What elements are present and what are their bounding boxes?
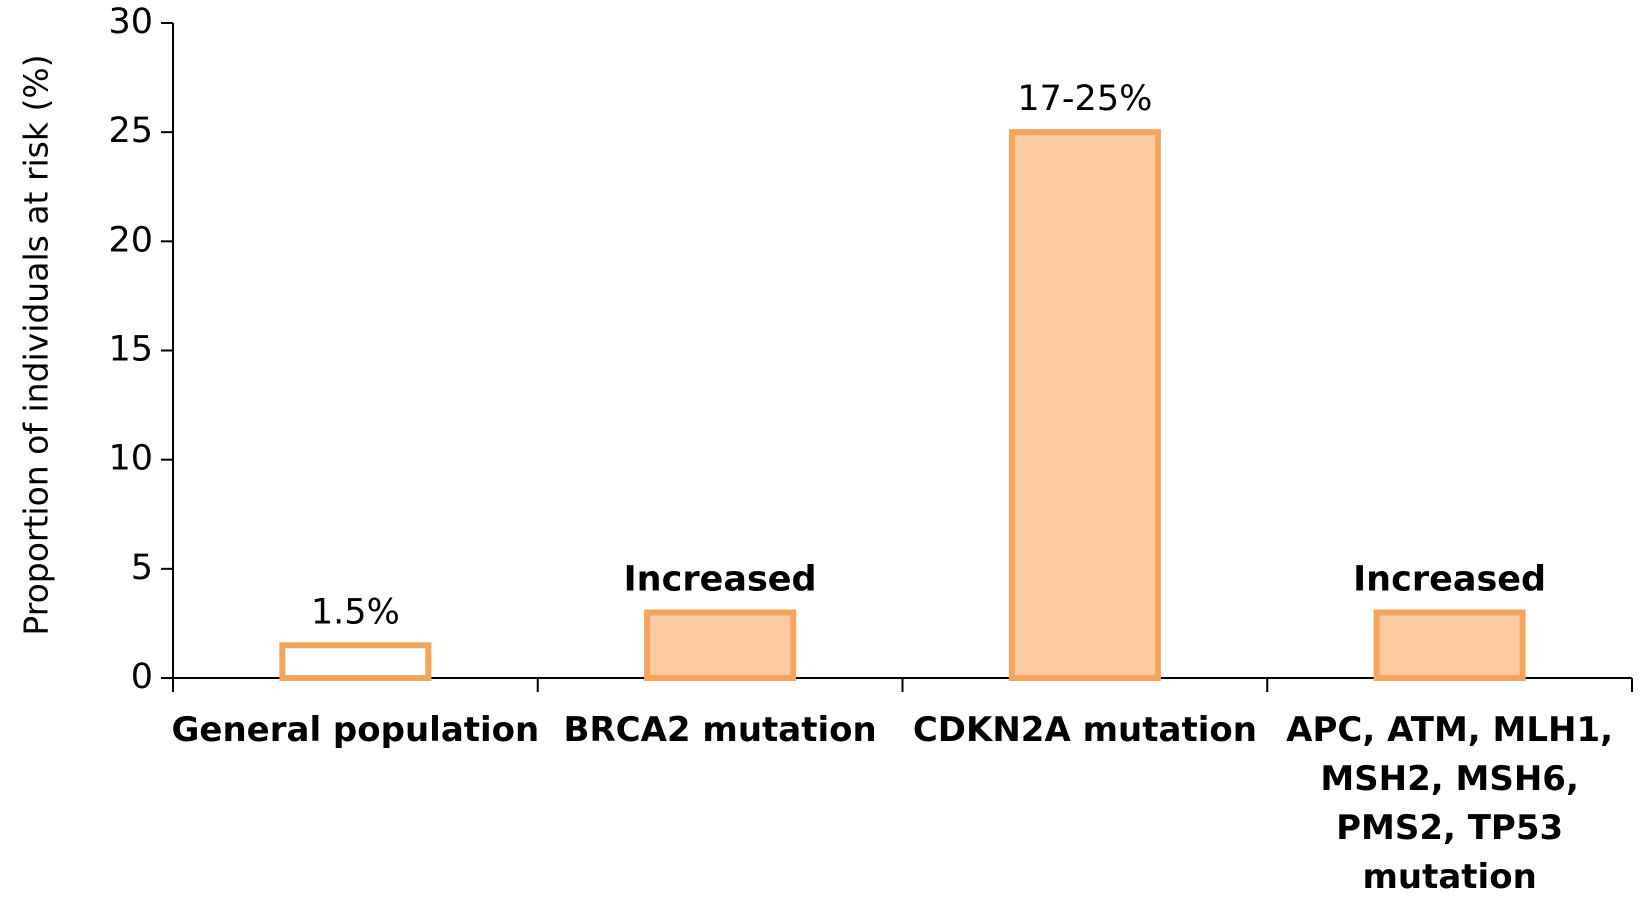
- bar: [279, 642, 432, 681]
- y-tick-label: 10: [108, 439, 153, 479]
- x-tick-label: BRCA2 mutation: [564, 710, 877, 750]
- y-tick-label: 30: [108, 2, 153, 42]
- value-label: 17-25%: [1017, 79, 1152, 119]
- x-tick-label: General population: [172, 710, 540, 750]
- bar: [644, 609, 797, 681]
- y-tick-label: 0: [131, 657, 153, 697]
- bar: [1008, 129, 1161, 681]
- value-label: Increased: [624, 560, 817, 600]
- x-tick-label: CDKN2A mutation: [913, 710, 1257, 750]
- value-label: 1.5%: [311, 592, 400, 632]
- y-axis-label: Proportion of individuals at risk (%): [17, 54, 56, 635]
- y-tick-label: 15: [108, 330, 153, 370]
- y-tick-label: 5: [131, 548, 153, 588]
- y-tick-label: 25: [108, 111, 153, 151]
- x-tick-label: APC, ATM, MLH1, MSH2, MSH6, PMS2, TP53 muta…: [1286, 710, 1613, 897]
- value-label: Increased: [1353, 560, 1546, 600]
- y-tick-label: 20: [108, 220, 153, 260]
- bar: [1373, 609, 1526, 681]
